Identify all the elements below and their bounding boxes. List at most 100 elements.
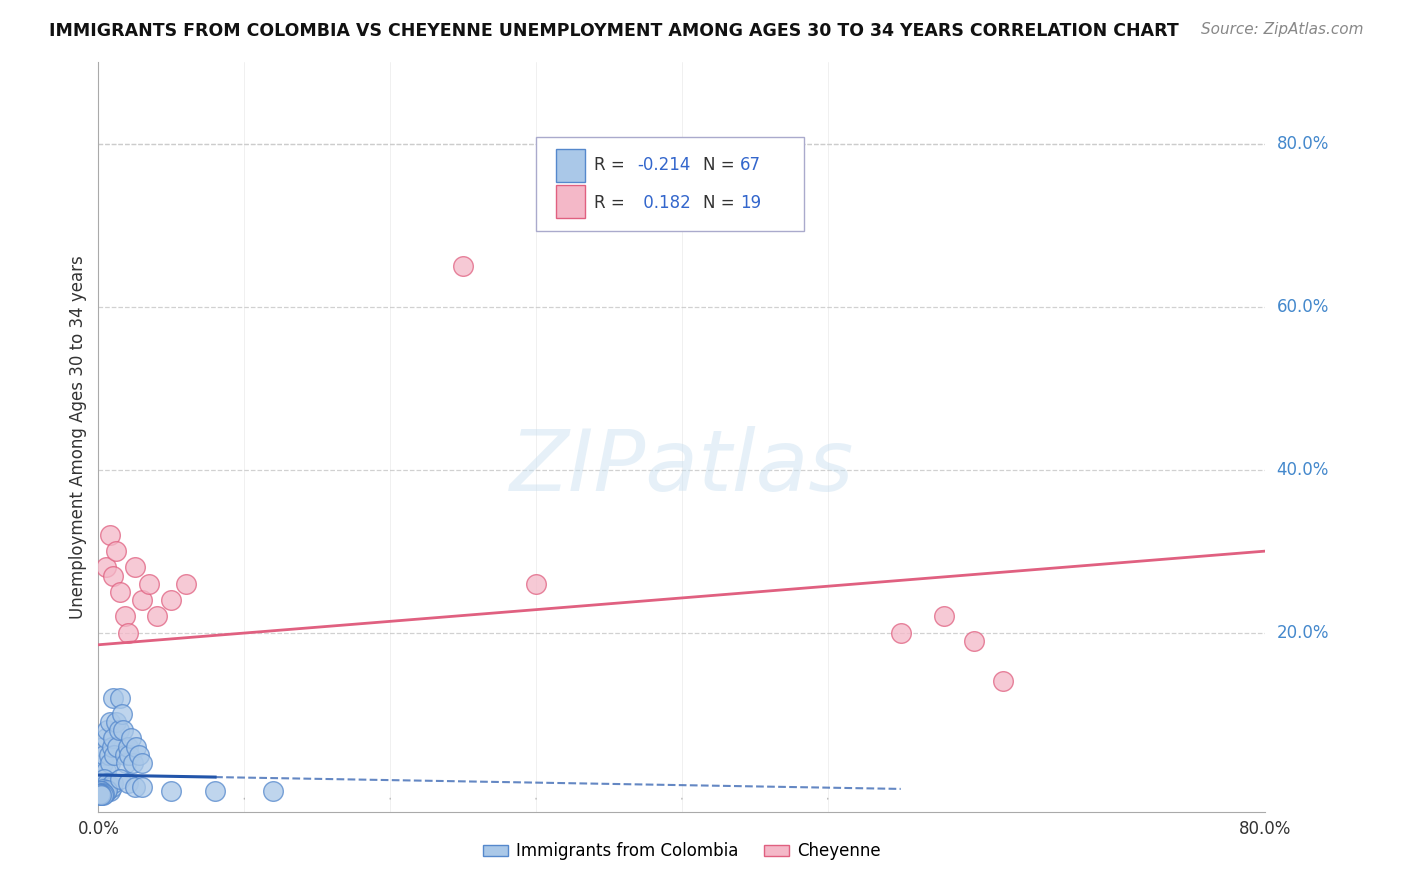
Point xyxy=(174,576,197,591)
Point xyxy=(97,780,120,795)
Text: 60.0%: 60.0% xyxy=(1277,298,1329,316)
Point xyxy=(118,747,141,762)
Y-axis label: Unemployment Among Ages 30 to 34 years: Unemployment Among Ages 30 to 34 years xyxy=(69,255,87,619)
Point xyxy=(103,747,125,762)
Point xyxy=(93,783,115,797)
Text: 20.0%: 20.0% xyxy=(1277,624,1329,641)
Point xyxy=(262,784,284,798)
Point xyxy=(101,776,124,790)
Point xyxy=(128,747,150,762)
Point xyxy=(108,723,131,738)
Point xyxy=(89,788,111,802)
Point xyxy=(100,739,122,754)
Point xyxy=(94,560,117,574)
Point xyxy=(160,593,183,607)
Point xyxy=(110,772,132,786)
Point xyxy=(91,781,114,796)
Point xyxy=(94,731,117,746)
Text: 80.0%: 80.0% xyxy=(1239,821,1292,838)
Point xyxy=(96,776,118,790)
Point xyxy=(146,609,169,624)
Text: 80.0%: 80.0% xyxy=(1277,135,1329,153)
Point xyxy=(124,560,146,574)
Point xyxy=(98,528,121,542)
Point xyxy=(94,785,117,799)
Text: 0.182: 0.182 xyxy=(637,194,690,211)
Text: 40.0%: 40.0% xyxy=(1277,460,1329,479)
Point xyxy=(117,625,139,640)
Point xyxy=(131,756,153,770)
Point xyxy=(91,786,114,800)
Point xyxy=(89,786,111,800)
Point xyxy=(100,780,122,795)
Point xyxy=(96,723,118,738)
Point xyxy=(125,739,148,754)
Point xyxy=(115,756,138,770)
Point xyxy=(122,756,145,770)
Text: -0.214: -0.214 xyxy=(637,156,690,174)
Point xyxy=(98,756,121,770)
Point xyxy=(204,784,226,798)
Point xyxy=(89,780,111,795)
Legend: Immigrants from Colombia, Cheyenne: Immigrants from Colombia, Cheyenne xyxy=(477,836,887,867)
Text: N =: N = xyxy=(703,194,740,211)
Point xyxy=(117,739,139,754)
Point xyxy=(111,706,134,721)
Point xyxy=(138,576,160,591)
Point xyxy=(91,786,114,800)
Point xyxy=(101,568,124,582)
Point xyxy=(93,772,115,786)
FancyBboxPatch shape xyxy=(555,185,585,219)
Point xyxy=(90,784,112,798)
Point xyxy=(110,690,132,705)
Text: 19: 19 xyxy=(741,194,762,211)
Point xyxy=(104,715,127,730)
Point xyxy=(90,772,112,786)
Text: R =: R = xyxy=(595,194,630,211)
Point xyxy=(104,544,127,558)
Point xyxy=(94,780,117,795)
Point xyxy=(890,625,912,640)
Point xyxy=(93,747,115,762)
Point xyxy=(93,787,115,801)
Text: N =: N = xyxy=(703,156,740,174)
Point xyxy=(991,674,1014,689)
Point xyxy=(124,780,146,795)
Point xyxy=(91,780,114,795)
Point xyxy=(89,786,111,800)
FancyBboxPatch shape xyxy=(555,149,585,182)
Point xyxy=(90,788,112,802)
Point xyxy=(98,784,121,798)
Point xyxy=(91,739,114,754)
Point xyxy=(90,776,112,790)
Point xyxy=(120,731,142,746)
Text: 67: 67 xyxy=(741,156,761,174)
Point xyxy=(962,633,984,648)
Point xyxy=(131,780,153,795)
Point xyxy=(96,782,118,797)
Point xyxy=(94,764,117,778)
Point xyxy=(98,715,121,730)
FancyBboxPatch shape xyxy=(536,137,804,231)
Point xyxy=(112,723,135,738)
Point xyxy=(90,787,112,801)
Point xyxy=(101,690,124,705)
Point xyxy=(114,609,136,624)
Point xyxy=(934,609,956,624)
Point xyxy=(89,787,111,801)
Point xyxy=(90,787,112,801)
Point xyxy=(91,788,114,802)
Point xyxy=(160,784,183,798)
Point xyxy=(131,593,153,607)
Point xyxy=(117,776,139,790)
Point xyxy=(89,785,111,799)
Text: Source: ZipAtlas.com: Source: ZipAtlas.com xyxy=(1201,22,1364,37)
Text: ZIPatlas: ZIPatlas xyxy=(510,425,853,508)
Text: IMMIGRANTS FROM COLOMBIA VS CHEYENNE UNEMPLOYMENT AMONG AGES 30 TO 34 YEARS CORR: IMMIGRANTS FROM COLOMBIA VS CHEYENNE UNE… xyxy=(49,22,1180,40)
Point xyxy=(89,764,111,778)
Point xyxy=(524,576,547,591)
Point xyxy=(97,747,120,762)
Point xyxy=(105,739,128,754)
Text: R =: R = xyxy=(595,156,630,174)
Point xyxy=(89,787,111,801)
